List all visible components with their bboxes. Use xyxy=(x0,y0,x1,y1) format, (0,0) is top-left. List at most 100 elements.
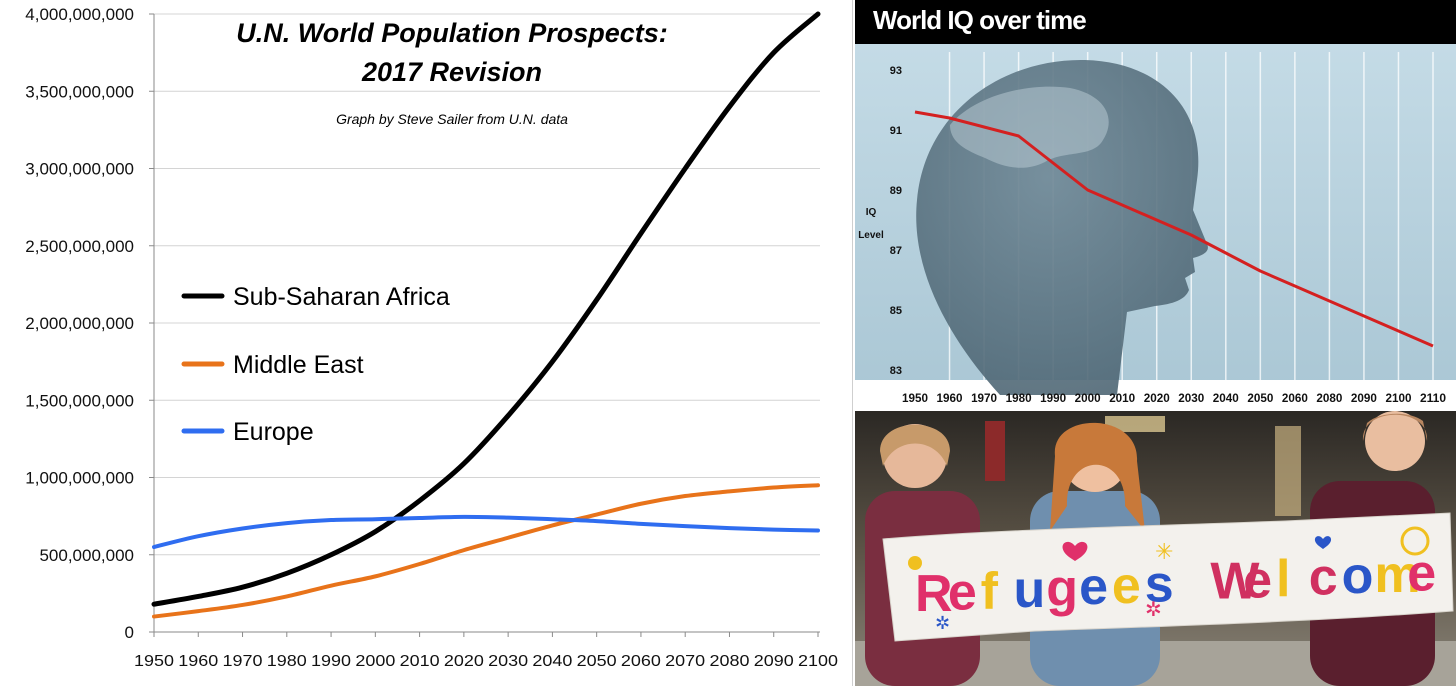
population-y-tick-label: 3,000,000,000 xyxy=(25,160,134,179)
banner-letter: m xyxy=(1374,546,1420,604)
heart-doodle-icon-right xyxy=(1314,536,1332,549)
world-iq-chart-panel: 93 91 89 87 85 83 1950 1960 1970 1980 1990 2000 201… xyxy=(855,0,1456,410)
legend-label-sub-saharan-africa: Sub-Saharan Africa xyxy=(233,283,450,311)
population-x-tick-label: 2070 xyxy=(665,653,705,670)
population-y-tick-label: 1,500,000,000 xyxy=(25,391,134,410)
population-x-tick-label: 2040 xyxy=(532,653,572,670)
iq-y-tick-label: 83 xyxy=(890,365,902,377)
population-x-tick-label: 2030 xyxy=(488,653,528,670)
globe-continents-icon xyxy=(950,86,1109,168)
banner-letter: e xyxy=(1112,557,1141,615)
iq-title: World IQ over time xyxy=(873,5,1087,35)
iq-x-tick-label: 1990 xyxy=(1040,391,1066,405)
population-y-tick-label: 1,000,000,000 xyxy=(25,469,134,488)
iq-x-tick-label: 2020 xyxy=(1144,391,1170,405)
banner-text: Re f u g e e s We l c o me xyxy=(915,544,1436,623)
iq-x-tick-label: 2010 xyxy=(1109,391,1135,405)
banner-letter: e xyxy=(1243,551,1272,609)
sun-doodle-icon xyxy=(908,556,922,570)
person-left-hair xyxy=(880,424,950,466)
iq-x-tick-label: 2100 xyxy=(1385,391,1411,405)
population-y-tick-labels: 0 500,000,000 1,000,000,000 1,500,000,000 2,… xyxy=(25,5,134,642)
population-x-tick-label: 2000 xyxy=(355,653,395,670)
banner-letter: l xyxy=(1276,550,1290,608)
iq-x-tick-label: 1970 xyxy=(971,391,997,405)
banner xyxy=(882,512,1454,642)
world-iq-chart: 93 91 89 87 85 83 1950 1960 1970 1980 1990 2000 201… xyxy=(855,44,1456,410)
iq-ylabel-line2: Level xyxy=(858,230,884,241)
heart-doodle-icon-left xyxy=(1062,541,1088,561)
iq-x-tick-label: 2080 xyxy=(1316,391,1342,405)
population-y-tick-label: 2,500,000,000 xyxy=(25,237,134,256)
iq-y-tick-label: 89 xyxy=(890,185,902,197)
banner-letter: W xyxy=(1210,553,1260,611)
population-gridlines xyxy=(149,13,820,633)
population-y-tick-label: 0 xyxy=(125,623,134,642)
population-title-line1: U.N. World Population Prospects: xyxy=(236,18,668,48)
iq-series-line xyxy=(914,110,1434,348)
legend-label-middle-east: Middle East xyxy=(233,351,364,379)
population-series-lines xyxy=(151,11,821,619)
population-x-tick-label: 2080 xyxy=(709,653,749,670)
iq-x-tick-label: 2000 xyxy=(1075,391,1101,405)
smiley-doodle-icon xyxy=(1400,526,1430,556)
population-y-tick-label: 500,000,000 xyxy=(39,546,134,565)
banner-letter: e xyxy=(948,564,977,622)
population-y-tick-label: 4,000,000,000 xyxy=(25,5,134,24)
population-y-tick-label: 3,500,000,000 xyxy=(25,82,134,101)
photo-illustration: Re f u g e e s We l c o me ✳ ✲ ✲ xyxy=(855,411,1456,686)
iq-x-tick-label: 2060 xyxy=(1282,391,1308,405)
population-x-tick-label: 2060 xyxy=(621,653,661,670)
iq-x-tick-label: 1980 xyxy=(1006,391,1032,405)
person-middle-hair xyxy=(1050,422,1145,531)
iq-x-tick-label: 2090 xyxy=(1351,391,1377,405)
banner-letter: s xyxy=(1145,555,1174,613)
population-x-tick-label: 1980 xyxy=(267,653,307,670)
population-axes xyxy=(153,14,820,633)
population-x-tick-label: 1990 xyxy=(311,653,351,670)
iq-y-tick-label: 85 xyxy=(890,305,902,317)
banner-letter: e xyxy=(1079,558,1108,616)
iq-title-bar: World IQ over time xyxy=(855,0,1456,44)
banner-letter: f xyxy=(981,562,999,620)
station-pillar-left xyxy=(985,421,1005,481)
iq-ylabel-line1: IQ xyxy=(866,207,877,218)
iq-x-axis-band xyxy=(855,380,1456,410)
legend-label-europe: Europe xyxy=(233,418,314,446)
iq-y-tick-label: 87 xyxy=(890,245,902,257)
series-line-sub-saharan-africa xyxy=(151,11,821,607)
population-x-tick-label: 1970 xyxy=(223,653,263,670)
population-x-tick-label: 2010 xyxy=(400,653,440,670)
population-x-tick-label: 2050 xyxy=(577,653,617,670)
iq-y-tick-label: 91 xyxy=(890,125,902,137)
iq-x-tick-label: 2040 xyxy=(1213,391,1239,405)
population-subtitle: Graph by Steve Sailer from U.N. data xyxy=(336,111,568,127)
iq-x-tick-label: 2110 xyxy=(1420,391,1446,405)
banner-letter: o xyxy=(1342,547,1374,605)
banner-letter: R xyxy=(915,565,953,623)
iq-y-tick-labels: 93 91 89 87 85 83 xyxy=(890,65,902,377)
population-x-tick-label: 2090 xyxy=(754,653,794,670)
population-x-tick-label: 1960 xyxy=(178,653,218,670)
population-x-tick-labels: 1950 1960 1970 1980 1990 2000 2010 2020 2030 2040… xyxy=(134,632,838,670)
banner-doodles: ✳ ✲ ✲ xyxy=(908,526,1430,633)
population-y-tick-label: 2,000,000,000 xyxy=(25,314,134,333)
population-legend: Sub-Saharan Africa Middle East Europe xyxy=(181,283,450,446)
banner-letter: c xyxy=(1309,549,1338,607)
flower-doodle-icon: ✲ xyxy=(1145,599,1162,621)
series-line-middle-east xyxy=(152,483,820,619)
series-line-europe xyxy=(152,514,820,550)
station-shop-light xyxy=(1275,426,1301,516)
population-title-line2: 2017 Revision xyxy=(361,57,542,87)
banner-letter: u xyxy=(1013,561,1045,619)
station-ceiling-light xyxy=(1105,416,1165,432)
iq-x-tick-label: 2050 xyxy=(1247,391,1273,405)
population-x-tick-label: 1950 xyxy=(134,653,174,670)
iq-x-tick-label: 1950 xyxy=(902,391,928,405)
banner-letter: g xyxy=(1046,560,1078,618)
population-chart: 0 500,000,000 1,000,000,000 1,500,000,000 2,… xyxy=(25,5,838,670)
blue-flower-doodle-icon: ✲ xyxy=(935,613,950,633)
population-x-tick-label: 2020 xyxy=(444,653,484,670)
iq-y-tick-label: 93 xyxy=(890,65,902,77)
